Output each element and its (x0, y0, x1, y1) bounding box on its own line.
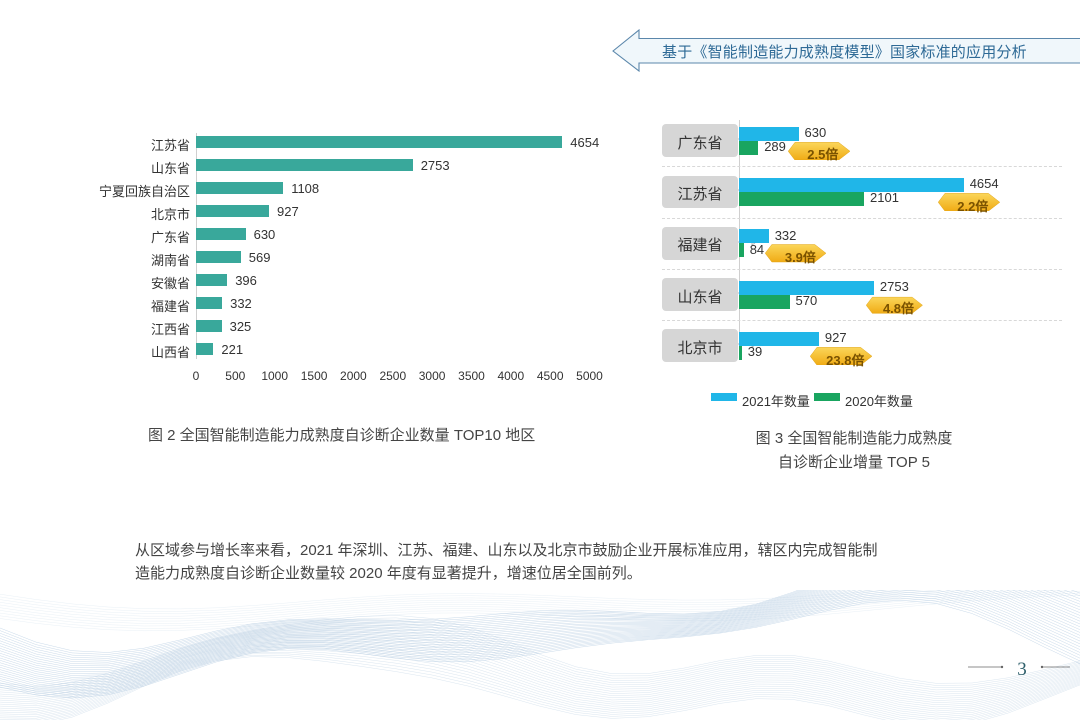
svg-text:3: 3 (1017, 659, 1027, 680)
